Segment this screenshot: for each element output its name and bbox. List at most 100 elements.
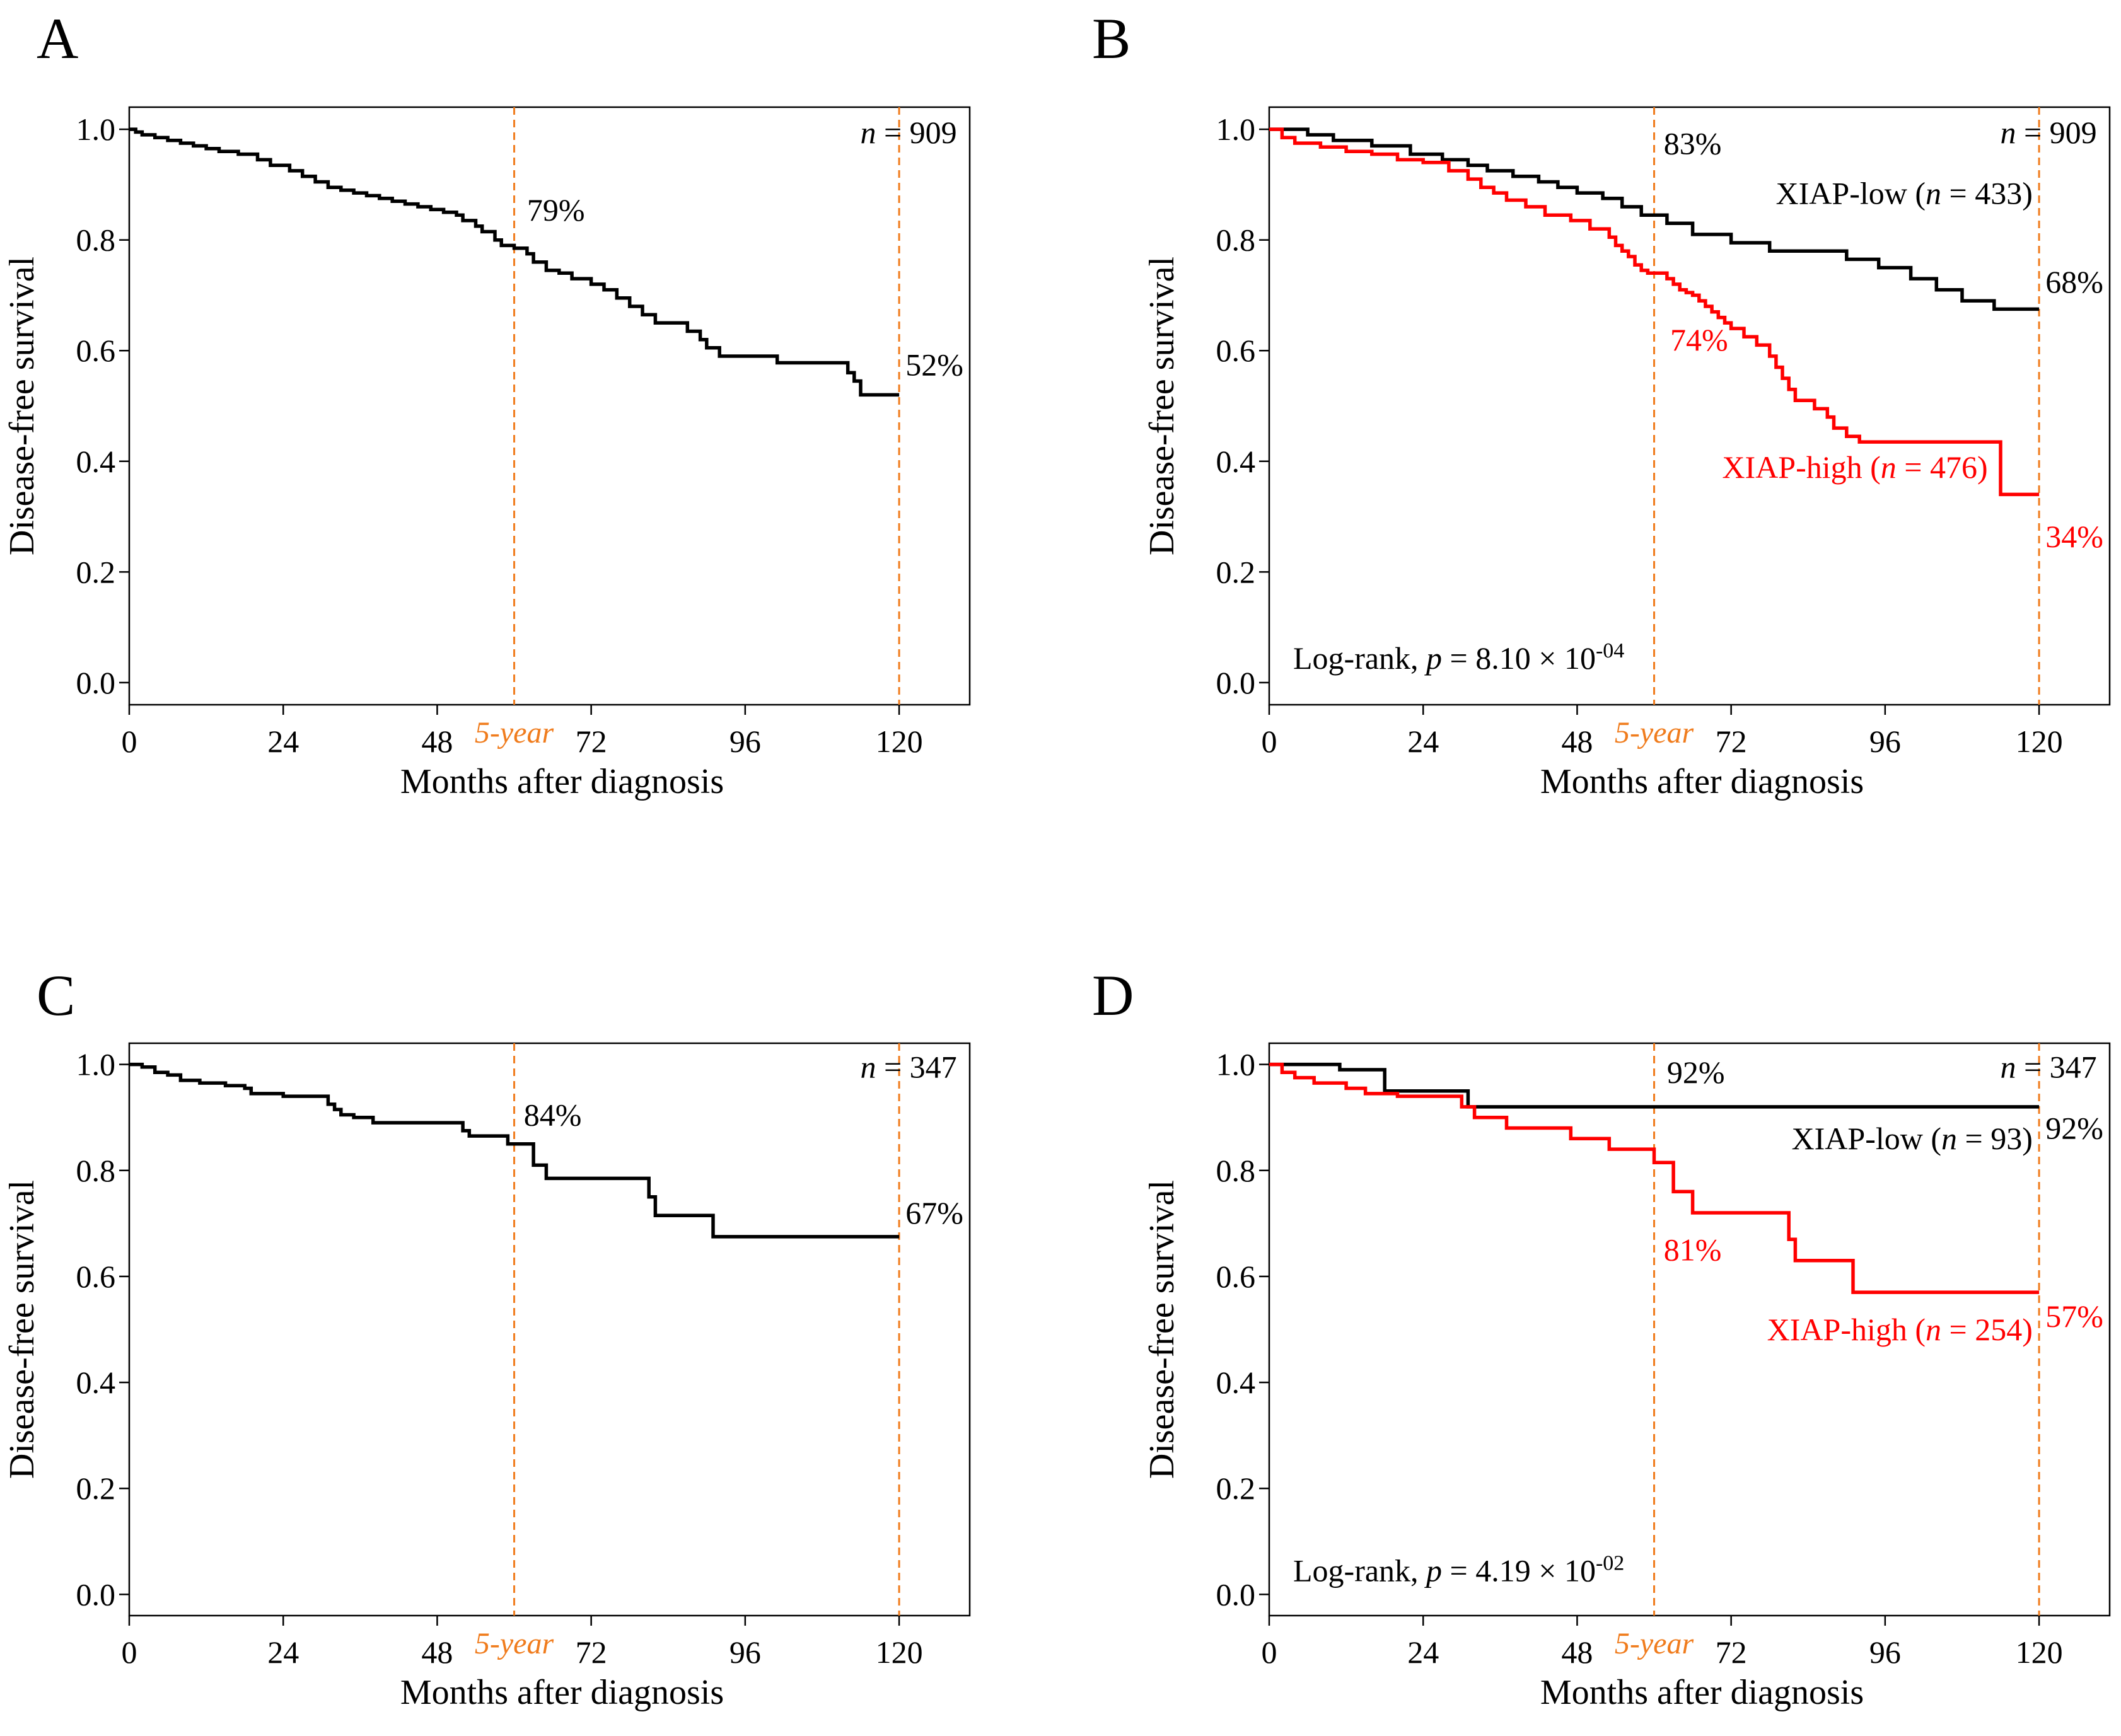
y-tick-label: 0.2 <box>76 1471 116 1506</box>
five-year-label: 5-year <box>475 716 554 749</box>
survival-curve-high <box>1269 127 2040 497</box>
y-tick-label: 0.6 <box>76 333 116 368</box>
y-tick-label: 1.0 <box>1216 1047 1256 1082</box>
plot-frame <box>128 106 971 706</box>
annotation: 57% <box>2045 1299 2103 1334</box>
panel-d: D 5-year 0 24 48 72 96 120 0.0 0.2 0.4 0.6 0.8 1.0 Mon… <box>1092 963 2111 1712</box>
plot-frame <box>1268 106 2111 706</box>
annotation: XIAP-low (n = 433) <box>1776 176 2033 211</box>
x-tick-label: 72 <box>1716 724 1747 759</box>
x-tick-label: 96 <box>729 1635 761 1670</box>
annotation: 68% <box>2045 264 2103 299</box>
x-tick-label: 24 <box>267 1635 299 1670</box>
annotation: XIAP-high (n = 476) <box>1722 449 1987 485</box>
y-tick-label: 0.8 <box>76 223 116 258</box>
y-tick-label: 0.8 <box>76 1153 116 1188</box>
five-year-label: 5-year <box>475 1627 554 1660</box>
y-tick-label: 0.2 <box>1216 554 1256 589</box>
x-tick-label: 120 <box>876 724 923 759</box>
annotation: 83% <box>1664 126 1722 161</box>
survival-curve-low <box>1269 127 2040 311</box>
y-axis-title: Disease-free survival <box>1142 1180 1182 1479</box>
x-axis-title: Months after diagnosis <box>400 762 724 801</box>
annotation: 84% <box>524 1097 582 1132</box>
annotation: 67% <box>905 1195 963 1230</box>
annotation: 79% <box>527 192 585 228</box>
y-tick-label: 0.6 <box>76 1259 116 1294</box>
y-tick-label: 0.2 <box>1216 1471 1256 1506</box>
x-tick-label: 96 <box>1869 724 1901 759</box>
y-tick-label: 0.0 <box>76 665 116 700</box>
y-axis-title: Disease-free survival <box>3 257 42 555</box>
x-tick-label: 120 <box>2016 1635 2063 1670</box>
x-tick-label: 0 <box>122 724 137 759</box>
five-year-label: 5-year <box>1615 716 1694 749</box>
sample-size-label: n = 909 <box>860 115 956 150</box>
x-tick-label: 0 <box>122 1635 137 1670</box>
survival-curve-high <box>1269 1062 2040 1294</box>
y-tick-label: 0.2 <box>76 554 116 589</box>
y-tick-label: 1.0 <box>76 112 116 147</box>
panel-b: B 5-year 0 24 48 72 96 120 0.0 0.2 0.4 0.6 0.8 1.0 Mon… <box>1092 6 2111 801</box>
x-tick-label: 0 <box>1262 1635 1277 1670</box>
x-tick-label: 72 <box>576 724 607 759</box>
annotation: 92% <box>2045 1110 2103 1145</box>
y-axis-title: Disease-free survival <box>1142 257 1182 555</box>
x-axis-title: Months after diagnosis <box>1540 1673 1864 1712</box>
x-tick-label: 48 <box>421 1635 453 1670</box>
y-tick-label: 0.4 <box>1216 444 1256 479</box>
x-axis-title: Months after diagnosis <box>400 1673 724 1712</box>
annotation: 92% <box>1667 1055 1725 1090</box>
x-tick-label: 0 <box>1262 724 1277 759</box>
y-axis-title: Disease-free survival <box>3 1180 42 1479</box>
x-tick-label: 96 <box>729 724 761 759</box>
y-tick-label: 0.0 <box>1216 665 1256 700</box>
x-tick-label: 72 <box>1716 1635 1747 1670</box>
annotation: 74% <box>1670 322 1728 357</box>
panel-letter: C <box>37 963 75 1027</box>
y-tick-label: 0.0 <box>76 1577 116 1612</box>
sample-size-label: n = 347 <box>2000 1050 2096 1085</box>
x-tick-label: 24 <box>1407 1635 1439 1670</box>
survival-curve-all <box>129 1062 900 1239</box>
sample-size-label: n = 347 <box>860 1050 956 1085</box>
y-tick-label: 0.6 <box>1216 333 1256 368</box>
x-axis-title: Months after diagnosis <box>1540 762 1864 801</box>
panel-letter: A <box>37 6 78 71</box>
y-tick-label: 0.4 <box>1216 1365 1256 1400</box>
x-tick-label: 120 <box>876 1635 923 1670</box>
survival-curve-low <box>1269 1062 2040 1109</box>
x-tick-label: 120 <box>2016 724 2063 759</box>
annotation: 81% <box>1664 1232 1722 1268</box>
plot-frame <box>128 1042 971 1617</box>
y-tick-label: 1.0 <box>1216 112 1256 147</box>
sample-size-label: n = 909 <box>2000 115 2096 150</box>
logrank-label: Log-rank, p = 8.10 × 10-04 <box>1293 639 1624 676</box>
plot-frame <box>1268 1042 2111 1617</box>
panel-letter: B <box>1092 6 1130 71</box>
panel-letter: D <box>1092 963 1134 1027</box>
x-tick-label: 96 <box>1869 1635 1901 1670</box>
annotation: 52% <box>905 347 963 383</box>
y-tick-label: 1.0 <box>76 1047 116 1082</box>
y-tick-label: 0.4 <box>76 1365 116 1400</box>
y-tick-label: 0.6 <box>1216 1259 1256 1294</box>
x-tick-label: 24 <box>267 724 299 759</box>
logrank-label: Log-rank, p = 4.19 × 10-02 <box>1293 1551 1624 1588</box>
y-tick-label: 0.4 <box>76 444 116 479</box>
panel-c: C 5-year 0 24 48 72 96 120 0.0 0.2 0.4 0.6 0.8 1.0 Mon… <box>3 963 971 1712</box>
x-tick-label: 48 <box>1561 724 1593 759</box>
y-tick-label: 0.0 <box>1216 1577 1256 1612</box>
x-tick-label: 24 <box>1407 724 1439 759</box>
annotation: XIAP-high (n = 254) <box>1767 1312 2033 1347</box>
x-tick-label: 48 <box>1561 1635 1593 1670</box>
annotation: XIAP-low (n = 93) <box>1792 1121 2033 1156</box>
y-tick-label: 0.8 <box>1216 1153 1256 1188</box>
annotation: 34% <box>2045 519 2103 554</box>
five-year-label: 5-year <box>1615 1627 1694 1660</box>
x-tick-label: 72 <box>576 1635 607 1670</box>
survival-curve-all <box>129 127 900 397</box>
panel-a: A 5-year 0 24 48 72 96 120 0.0 0.2 0.4 0.6 0.8 1.0 Mon… <box>3 6 971 801</box>
y-tick-label: 0.8 <box>1216 223 1256 258</box>
